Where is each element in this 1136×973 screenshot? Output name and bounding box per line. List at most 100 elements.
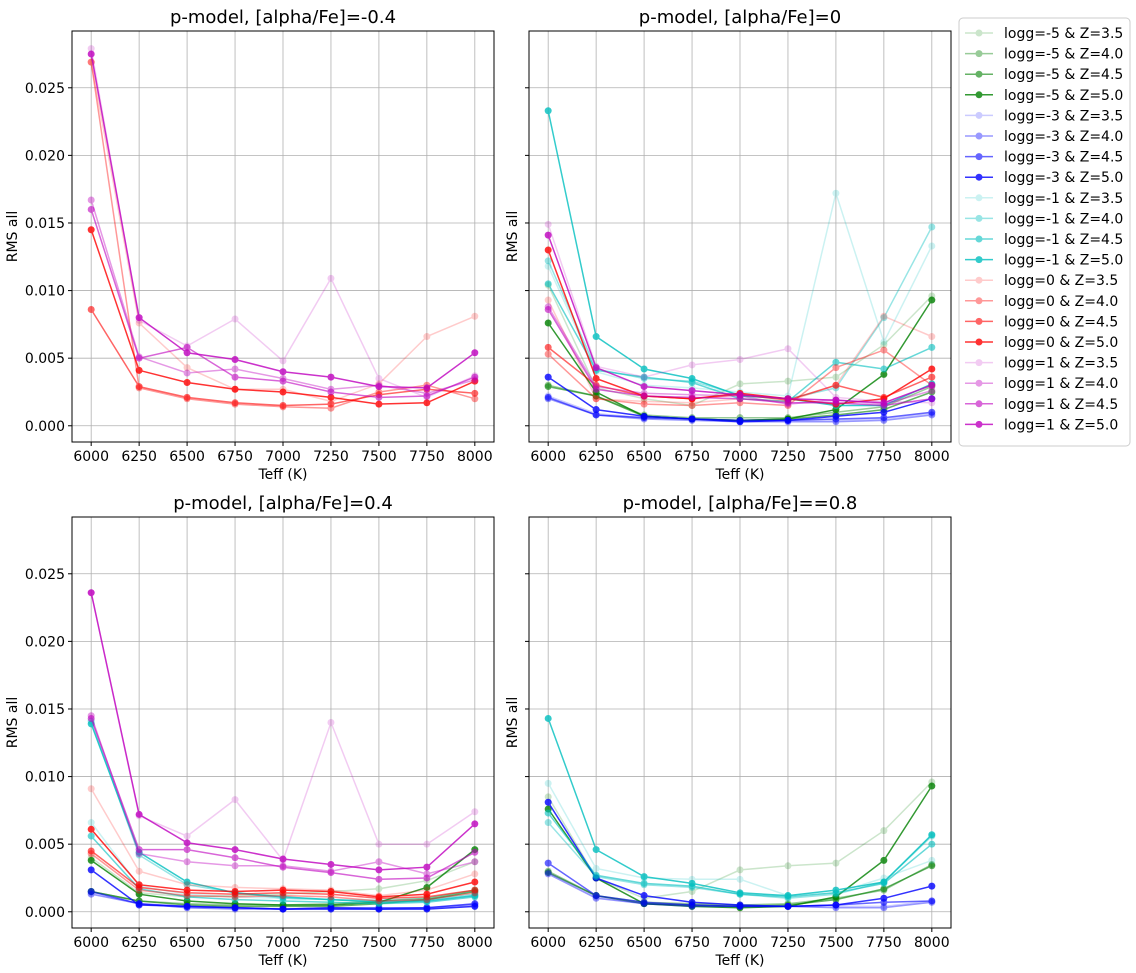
x-tick-label: 7500 — [361, 935, 397, 951]
data-point — [135, 354, 143, 362]
panel-title: p-model, [alpha/Fe]=-0.4 — [170, 7, 396, 28]
data-point — [183, 349, 191, 357]
data-point — [592, 871, 600, 879]
data-point — [183, 881, 191, 889]
data-point — [592, 865, 600, 873]
data-point — [279, 905, 287, 913]
legend-dot — [975, 359, 983, 367]
data-point — [471, 808, 479, 816]
data-point — [423, 863, 431, 871]
data-point — [544, 793, 552, 801]
legend-entry: logg=0 & Z=4.5 — [1004, 314, 1118, 330]
data-point — [832, 358, 840, 366]
data-point — [544, 373, 552, 381]
x-tick-label: 7250 — [313, 935, 349, 951]
panel-title: p-model, [alpha/Fe]=0.4 — [173, 493, 393, 514]
legend-dot — [975, 194, 983, 202]
data-point — [327, 869, 335, 877]
data-point — [880, 827, 888, 835]
data-point — [279, 863, 287, 871]
series — [87, 205, 479, 401]
x-tick-label: 7000 — [722, 935, 758, 951]
data-point — [423, 840, 431, 848]
data-point — [928, 387, 936, 395]
data-point — [688, 898, 696, 906]
x-axis-label: Teff (K) — [258, 467, 308, 483]
series — [87, 589, 479, 874]
legend-dot — [975, 235, 983, 243]
data-point — [928, 882, 936, 890]
y-tick-label: 0.025 — [25, 81, 65, 97]
data-point — [183, 393, 191, 401]
data-point — [87, 847, 95, 855]
x-tick-label: 8000 — [914, 449, 950, 465]
data-point — [375, 383, 383, 391]
data-point — [183, 839, 191, 847]
data-point — [928, 373, 936, 381]
legend-marker — [965, 400, 993, 408]
data-point — [832, 412, 840, 420]
data-point — [784, 345, 792, 353]
legend-marker — [965, 317, 993, 325]
legend-entry: logg=-1 & Z=4.0 — [1004, 211, 1123, 227]
series-line — [547, 781, 933, 900]
data-point — [928, 242, 936, 250]
data-point — [231, 356, 239, 364]
data-point — [880, 414, 888, 422]
y-axis-label: RMS all — [505, 211, 521, 263]
data-point — [544, 393, 552, 401]
data-point — [375, 885, 383, 893]
data-point — [231, 796, 239, 804]
x-tick-label: 7000 — [722, 449, 758, 465]
legend-marker — [965, 132, 993, 140]
panel-title: p-model, [alpha/Fe]=0 — [639, 7, 841, 28]
data-point — [928, 840, 936, 848]
legend-entry: logg=-5 & Z=4.0 — [1004, 47, 1123, 63]
x-tick-label: 7250 — [770, 449, 806, 465]
data-point — [688, 401, 696, 409]
data-point — [688, 401, 696, 409]
legend-entry: logg=-3 & Z=3.5 — [1004, 108, 1123, 124]
data-point — [471, 886, 479, 894]
data-point — [640, 873, 648, 881]
data-point — [423, 384, 431, 392]
x-tick-label: 6000 — [530, 935, 566, 951]
data-point — [327, 719, 335, 726]
legend-dot — [975, 400, 983, 408]
data-point — [231, 846, 239, 854]
data-point — [375, 905, 383, 913]
data-point — [423, 883, 431, 891]
legend-entry: logg=0 & Z=3.5 — [1004, 273, 1118, 289]
data-point — [592, 892, 600, 900]
legend-dot — [975, 379, 983, 387]
y-tick-label: 0.015 — [25, 702, 65, 718]
data-point — [135, 810, 143, 818]
data-point — [928, 831, 936, 839]
legend-entry: logg=-3 & Z=5.0 — [1004, 170, 1123, 186]
y-tick-label: 0.000 — [25, 419, 65, 435]
data-point — [544, 350, 552, 358]
y-tick-label: 0.010 — [25, 284, 65, 300]
data-point — [688, 887, 696, 895]
legend-dot — [975, 317, 983, 325]
x-tick-label: 7750 — [409, 935, 445, 951]
y-tick-label: 0.005 — [25, 351, 65, 367]
data-point — [688, 393, 696, 401]
data-point — [592, 395, 600, 403]
series-line — [547, 349, 933, 407]
y-axis-label: RMS all — [5, 211, 21, 263]
data-point — [640, 892, 648, 900]
legend-marker — [965, 153, 993, 161]
data-point — [471, 858, 479, 866]
data-point — [832, 886, 840, 894]
data-point — [592, 395, 600, 403]
legend-dot — [975, 338, 983, 346]
x-tick-label: 7000 — [265, 935, 301, 951]
data-point — [544, 107, 552, 115]
x-tick-label: 6750 — [674, 935, 710, 951]
data-point — [640, 373, 648, 381]
legend-marker — [965, 50, 993, 58]
data-point — [688, 361, 696, 369]
data-point — [736, 356, 744, 364]
data-point — [880, 365, 888, 373]
